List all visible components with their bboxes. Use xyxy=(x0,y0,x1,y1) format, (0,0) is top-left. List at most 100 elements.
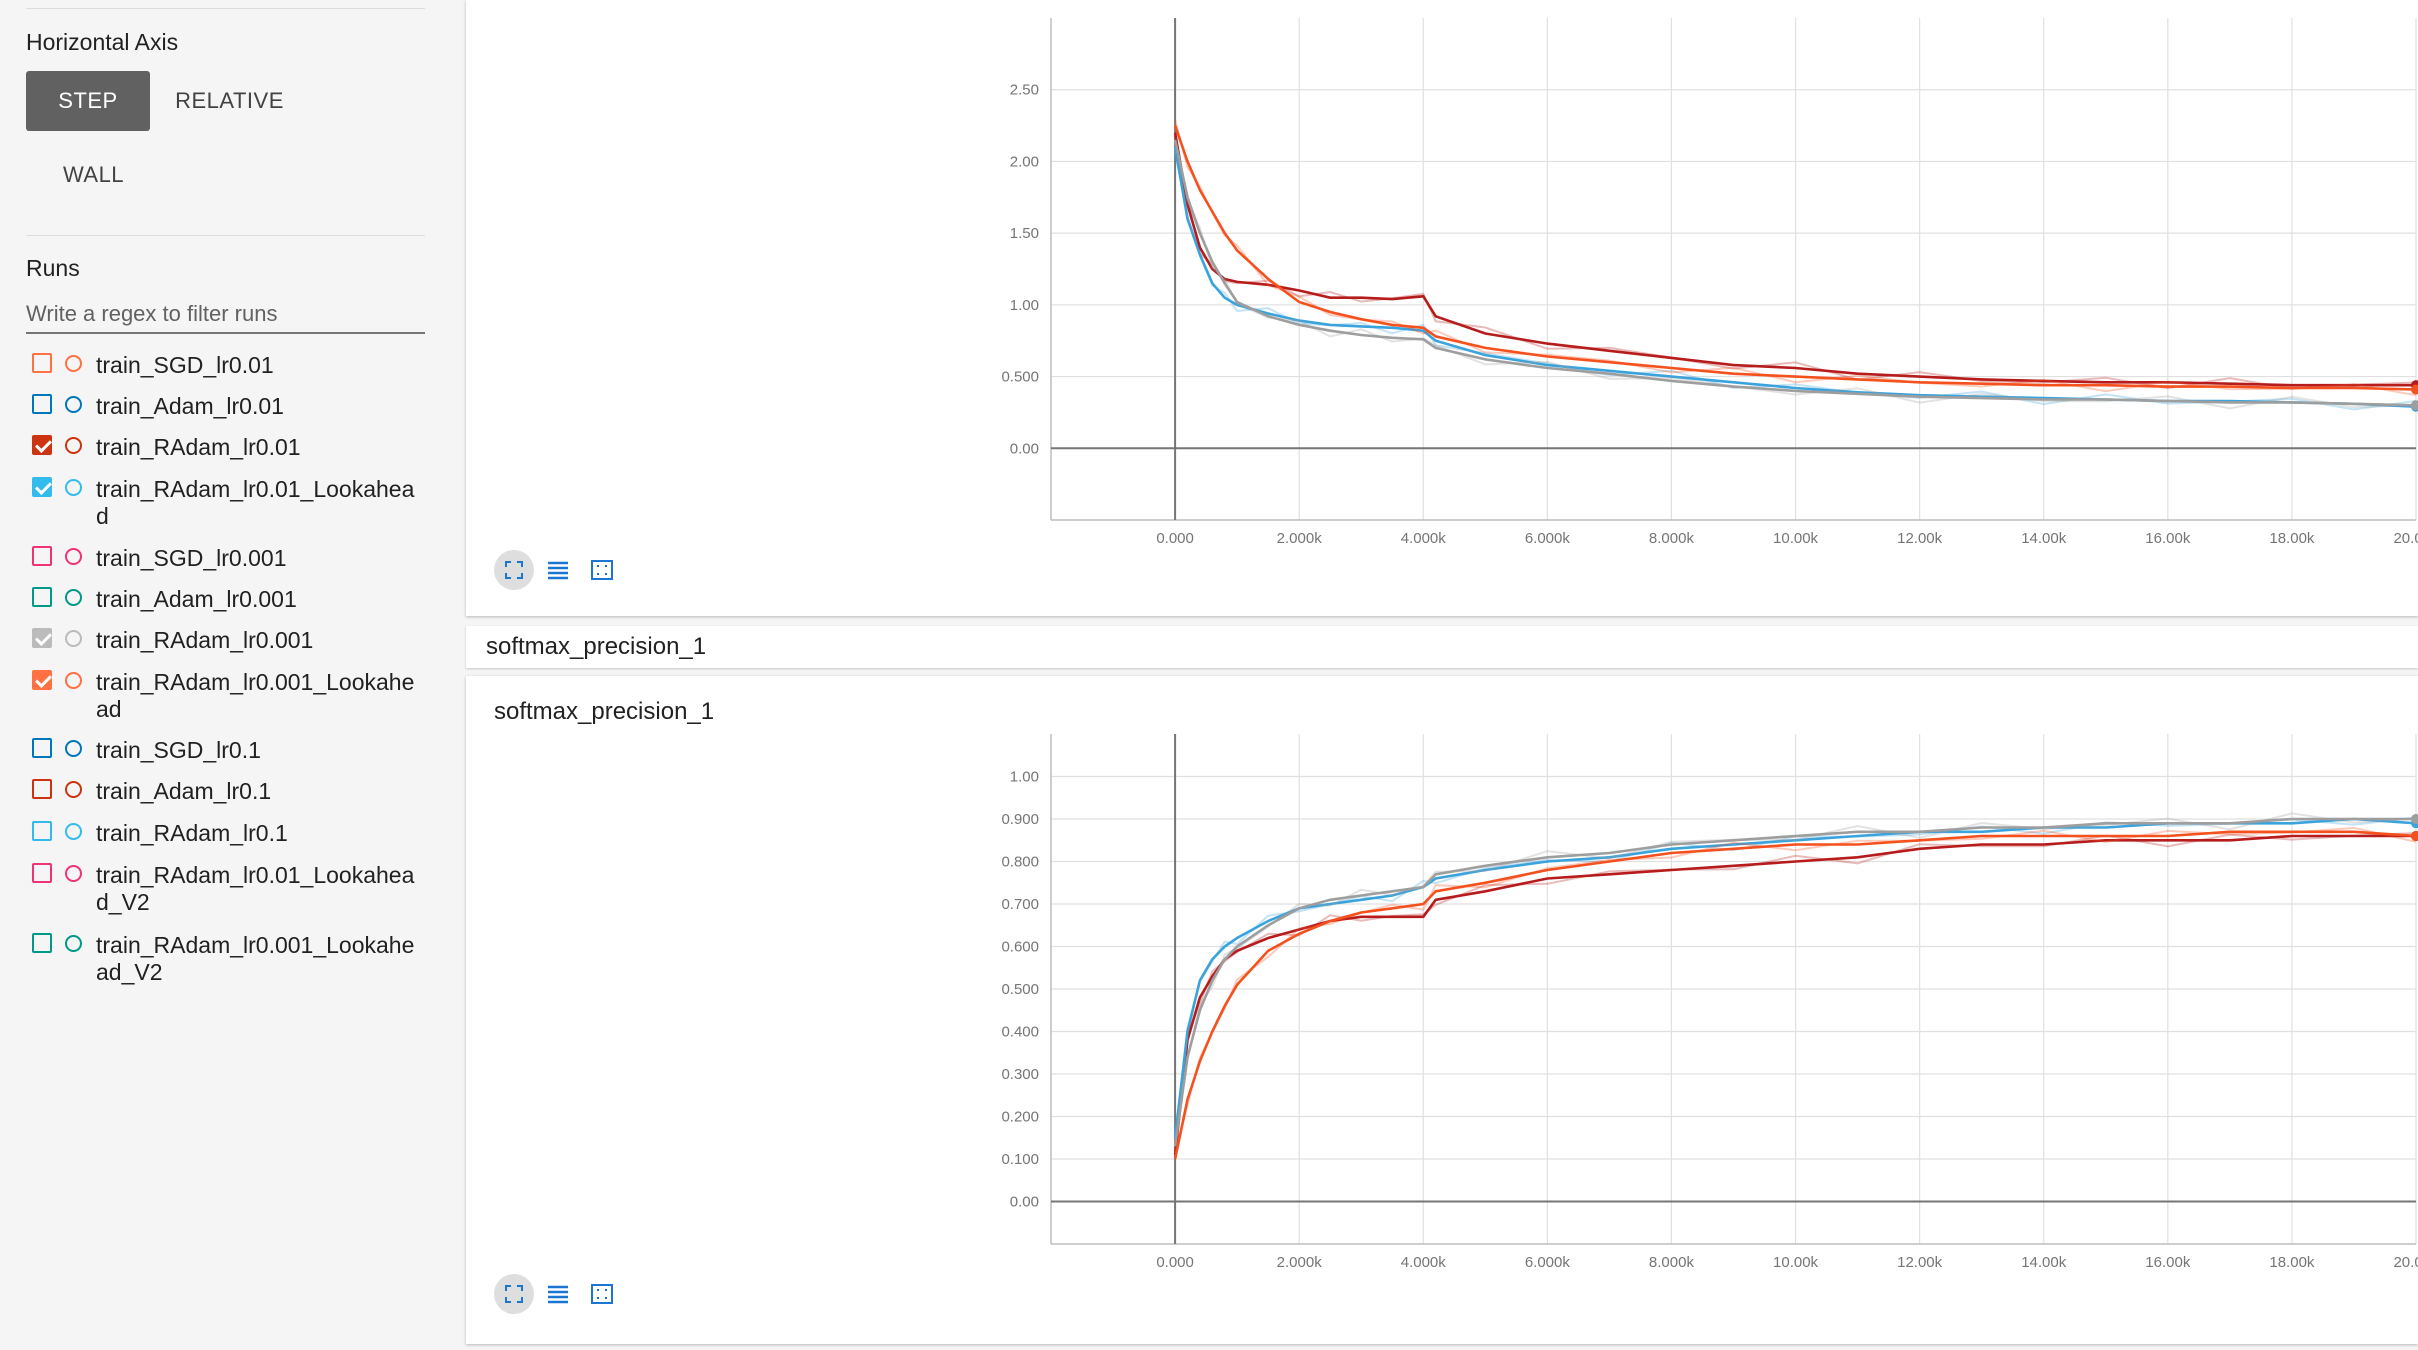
run-color-circle-icon[interactable] xyxy=(65,589,82,606)
run-checkbox[interactable] xyxy=(32,933,52,953)
run-item[interactable]: train_Adam_lr0.001 xyxy=(32,586,452,613)
x-tick-label: 10.00k xyxy=(1773,1254,1819,1271)
run-checkbox[interactable] xyxy=(32,863,52,883)
run-item[interactable]: train_RAdam_lr0.001_Lookahead xyxy=(32,669,452,723)
run-checkbox[interactable] xyxy=(32,779,52,799)
run-item[interactable]: train_RAdam_lr0.01_Lookahead xyxy=(32,476,452,530)
wall-button[interactable]: WALL xyxy=(62,162,125,187)
fit-domain-icon[interactable] xyxy=(582,1274,622,1314)
x-tick-label: 4.000k xyxy=(1401,530,1447,547)
divider xyxy=(26,8,425,9)
x-tick-label: 8.000k xyxy=(1649,530,1695,547)
run-color-circle-icon[interactable] xyxy=(65,672,82,689)
run-label: train_RAdam_lr0.01_Lookahead xyxy=(96,476,415,529)
series-end-point xyxy=(2411,400,2418,411)
y-tick-label: 1.00 xyxy=(1010,297,1039,314)
line-chart[interactable]: 0.000 2.000k 4.000k 6.000k 8.000k 10.00k 12.00… xyxy=(466,0,2418,550)
y-tick-label: 0.00 xyxy=(1010,440,1039,457)
run-label: train_Adam_lr0.001 xyxy=(96,586,297,612)
x-tick-label: 14.00k xyxy=(2021,530,2067,547)
expand-icon[interactable] xyxy=(494,1274,534,1314)
relative-button[interactable]: RELATIVE xyxy=(175,88,284,113)
run-color-circle-icon[interactable] xyxy=(65,630,82,647)
run-checkbox[interactable] xyxy=(32,821,52,841)
x-tick-label: 12.00k xyxy=(1897,1254,1943,1271)
run-filter-input[interactable] xyxy=(26,296,425,334)
run-checkbox[interactable] xyxy=(32,738,52,758)
line-chart[interactable]: 0.000 2.000k 4.000k 6.000k 8.000k 10.00k 12.00… xyxy=(466,676,2418,1276)
run-color-circle-icon[interactable] xyxy=(65,355,82,372)
run-color-circle-icon[interactable] xyxy=(65,823,82,840)
main-panel: 0.000 2.000k 4.000k 6.000k 8.000k 10.00k 12.00… xyxy=(466,0,2418,1350)
series-raw-line xyxy=(1174,152,2417,411)
x-tick-label: 0.000 xyxy=(1156,1254,1194,1271)
chart-toolbar xyxy=(494,550,626,590)
run-color-circle-icon[interactable] xyxy=(65,479,82,496)
series-raw-line xyxy=(1174,826,2417,1154)
series-line xyxy=(1173,834,2416,1155)
run-item[interactable]: train_Adam_lr0.01 xyxy=(32,393,452,420)
run-item[interactable]: train_SGD_lr0.01 xyxy=(32,352,452,379)
y-tick-label: 0.300 xyxy=(1001,1066,1039,1083)
run-label: train_SGD_lr0.1 xyxy=(96,737,261,763)
sidebar: Horizontal Axis STEP RELATIVE WALL Runs … xyxy=(0,0,463,1350)
y-tick-label: 0.600 xyxy=(1001,939,1039,956)
run-color-circle-icon[interactable] xyxy=(65,396,82,413)
chart-title: softmax_precision_1 xyxy=(494,698,715,725)
x-tick-label: 0.000 xyxy=(1156,530,1194,547)
run-checkbox[interactable] xyxy=(32,628,52,648)
group-title: softmax_precision_1 xyxy=(486,633,707,660)
run-item[interactable]: train_RAdam_lr0.01 xyxy=(32,434,452,461)
run-color-circle-icon[interactable] xyxy=(65,865,82,882)
x-tick-label: 20.00k xyxy=(2393,530,2418,547)
expand-icon[interactable] xyxy=(494,550,534,590)
y-tick-label: 0.00 xyxy=(1010,1194,1039,1211)
x-tick-label: 6.000k xyxy=(1525,1254,1571,1271)
series-line xyxy=(1173,830,2417,1160)
run-item[interactable]: train_RAdam_lr0.001 xyxy=(32,627,452,654)
fit-domain-icon[interactable] xyxy=(582,550,622,590)
run-label: train_SGD_lr0.01 xyxy=(96,352,274,378)
run-checkbox[interactable] xyxy=(32,477,52,497)
step-button[interactable]: STEP xyxy=(26,71,150,131)
y-tick-label: 0.200 xyxy=(1001,1109,1039,1126)
y-tick-label: 0.400 xyxy=(1001,1024,1039,1041)
runs-title: Runs xyxy=(26,255,80,281)
y-tick-label: 0.500 xyxy=(1001,369,1039,386)
run-item[interactable]: train_Adam_lr0.1 xyxy=(32,778,452,805)
series-end-point xyxy=(2411,384,2418,395)
group-header[interactable]: softmax_precision_1 xyxy=(466,626,2418,668)
run-label: train_Adam_lr0.1 xyxy=(96,778,272,804)
run-checkbox[interactable] xyxy=(32,435,52,455)
run-checkbox[interactable] xyxy=(32,670,52,690)
series-end-point xyxy=(2411,814,2418,824)
run-item[interactable]: train_RAdam_lr0.001_Lookahead_V2 xyxy=(32,932,452,986)
run-item[interactable]: train_SGD_lr0.1 xyxy=(32,737,452,764)
y-tick-label: 0.500 xyxy=(1001,981,1039,998)
run-label: train_RAdam_lr0.001_Lookahead xyxy=(96,669,415,722)
list-icon[interactable] xyxy=(538,550,578,590)
x-tick-label: 2.000k xyxy=(1277,530,1323,547)
x-tick-label: 16.00k xyxy=(2145,1254,2191,1271)
y-tick-label: 2.50 xyxy=(1010,82,1039,99)
y-tick-label: 0.800 xyxy=(1001,854,1039,871)
y-tick-label: 1.50 xyxy=(1010,225,1039,242)
run-checkbox[interactable] xyxy=(32,394,52,414)
run-color-circle-icon[interactable] xyxy=(65,437,82,454)
run-color-circle-icon[interactable] xyxy=(65,548,82,565)
run-color-circle-icon[interactable] xyxy=(65,740,82,757)
x-tick-label: 10.00k xyxy=(1773,530,1819,547)
run-item[interactable]: train_RAdam_lr0.1 xyxy=(32,820,452,847)
x-tick-label: 20.00k xyxy=(2393,1254,2418,1271)
x-tick-label: 8.000k xyxy=(1649,1254,1695,1271)
run-color-circle-icon[interactable] xyxy=(65,781,82,798)
run-item[interactable]: train_SGD_lr0.001 xyxy=(32,545,452,572)
run-label: train_SGD_lr0.001 xyxy=(96,545,287,571)
list-icon[interactable] xyxy=(538,1274,578,1314)
run-checkbox[interactable] xyxy=(32,546,52,566)
run-label: train_RAdam_lr0.01 xyxy=(96,434,301,460)
run-color-circle-icon[interactable] xyxy=(65,935,82,952)
run-checkbox[interactable] xyxy=(32,587,52,607)
run-checkbox[interactable] xyxy=(32,353,52,373)
run-item[interactable]: train_RAdam_lr0.01_Lookahead_V2 xyxy=(32,862,452,916)
